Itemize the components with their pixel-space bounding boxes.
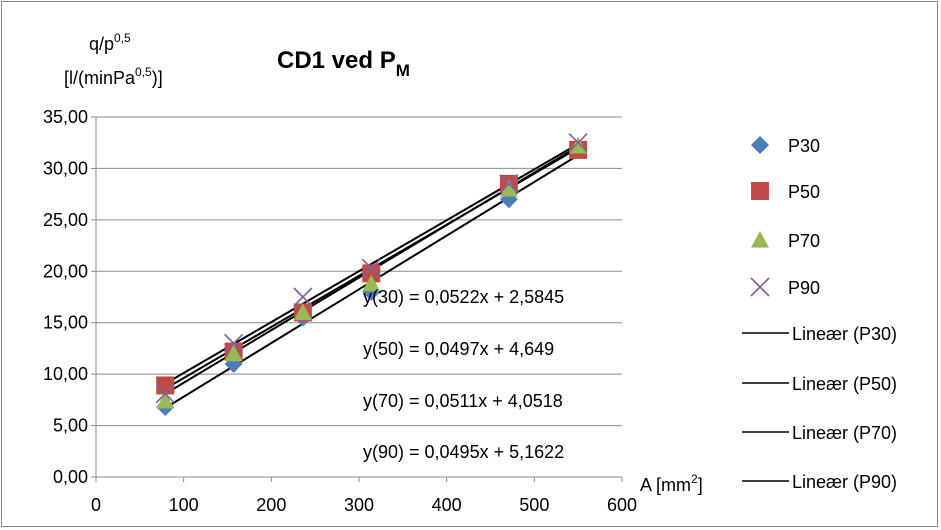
data-point-p50 [156, 376, 175, 395]
legend-marker-p30 [751, 136, 769, 154]
x-marker-stroke [155, 384, 175, 404]
legend-label: P50 [788, 182, 820, 202]
y-tick-label: 25,00 [43, 210, 88, 230]
data-point-p90 [499, 174, 519, 194]
x-tick-label: 200 [256, 495, 286, 515]
data-point-p50 [362, 264, 381, 283]
data-point-p70 [224, 344, 243, 362]
data-point-p90 [224, 333, 244, 353]
data-point-p70 [156, 391, 175, 409]
data-point-p70 [293, 303, 312, 321]
trendline-equation: y(30) = 0,0522x + 2,5845 [363, 287, 564, 307]
data-points [155, 133, 588, 417]
chart-title: CD1 ved PM [277, 47, 410, 80]
axes [95, 117, 622, 478]
data-point-p90 [293, 287, 313, 307]
data-point-p90 [361, 258, 381, 278]
y-tick-label: 20,00 [43, 261, 88, 281]
data-point-p70 [569, 136, 588, 154]
x-marker-stroke [568, 133, 588, 153]
legend-marker-p90 [750, 277, 770, 297]
x-tick-label: 0 [91, 495, 101, 515]
x-marker-stroke [499, 174, 519, 194]
trendline-equations: y(30) = 0,0522x + 2,5845 y(50) = 0,0497x … [363, 287, 564, 462]
x-tick-label: 300 [344, 495, 374, 515]
y-tick-label: 30,00 [43, 158, 88, 178]
y-tick-label: 5,00 [53, 416, 88, 436]
data-point-p70 [499, 180, 518, 197]
legend-label: P70 [788, 231, 820, 251]
y-axis-label-line1: q/p0,5 [89, 31, 131, 54]
legend-label: Lineær (P70) [792, 423, 897, 443]
legend-label: Lineær (P50) [792, 374, 897, 394]
legend-label: P30 [788, 136, 820, 156]
trendline-equation: y(50) = 0,0497x + 4,649 [363, 339, 554, 359]
legend-label: P90 [788, 278, 820, 298]
legend-label: Lineær (P30) [792, 324, 897, 344]
data-point-p90 [155, 384, 175, 404]
legend: P30 P50 P70 P90 Lineær (P30) Lineær (P50) Line… [742, 136, 897, 492]
y-axis-label-line2: [l/(minPa0,5)] [64, 65, 163, 88]
x-axis-label: A [mm2] [640, 472, 703, 495]
x-tick-label: 600 [607, 495, 637, 515]
trendline-equation: y(70) = 0,0511x + 4,0518 [363, 391, 563, 411]
y-tick-label: 35,00 [43, 107, 88, 127]
data-point-p90 [568, 133, 588, 153]
x-tick-labels: 0 100 200 300 400 500 600 [91, 495, 637, 515]
x-marker-stroke [293, 287, 313, 307]
x-tick-label: 500 [519, 495, 549, 515]
x-marker-stroke [224, 333, 244, 353]
legend-marker-p70 [751, 231, 769, 248]
x-tick-label: 400 [432, 495, 462, 515]
legend-label: Lineær (P90) [792, 472, 897, 492]
x-marker-stroke [361, 258, 381, 278]
trendline-equation: y(90) = 0,0495x + 5,1622 [363, 442, 564, 462]
data-point-p70 [362, 274, 381, 292]
legend-marker-p50 [751, 182, 769, 200]
x-marker-stroke [750, 277, 770, 297]
y-tick-label: 15,00 [43, 313, 88, 333]
y-tick-label: 0,00 [53, 467, 88, 487]
y-tick-label: 10,00 [43, 364, 88, 384]
y-tick-labels: 0,00 5,00 10,00 15,00 20,00 25,00 30,00 35,00 [43, 107, 88, 487]
x-tick-label: 100 [169, 495, 199, 515]
